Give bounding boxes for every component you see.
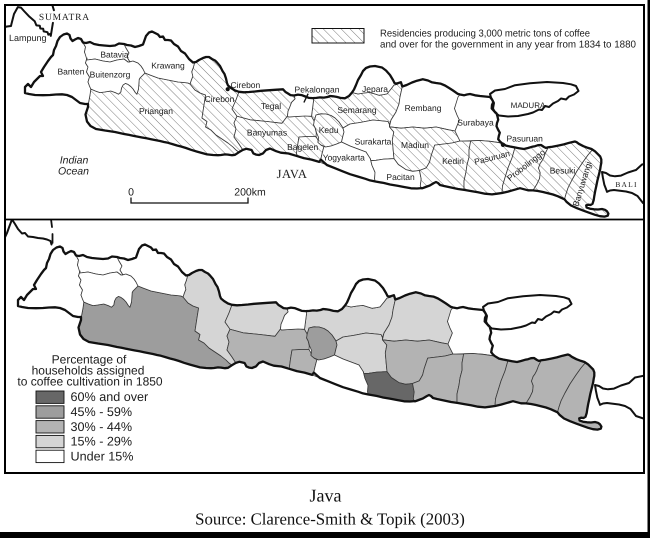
svg-text:Madiun: Madiun: [401, 140, 429, 150]
svg-text:Ocean: Ocean: [58, 166, 89, 178]
svg-text:Under 15%: Under 15%: [71, 449, 134, 463]
svg-text:Pasuruan: Pasuruan: [507, 134, 544, 144]
svg-text:45% - 59%: 45% - 59%: [71, 405, 133, 419]
svg-text:Besuki: Besuki: [550, 166, 576, 176]
svg-text:15% - 29%: 15% - 29%: [71, 435, 133, 449]
svg-text:Java: Java: [310, 486, 342, 506]
svg-text:Indian: Indian: [60, 155, 89, 167]
svg-text:households assigned: households assigned: [32, 364, 145, 378]
svg-text:Priangan: Priangan: [139, 106, 173, 116]
svg-text:Buitenzorg: Buitenzorg: [90, 69, 131, 79]
svg-text:30% - 44%: 30% - 44%: [71, 420, 133, 434]
svg-text:Semarang: Semarang: [337, 105, 376, 115]
svg-text:Tegal: Tegal: [261, 101, 281, 111]
svg-text:Cirebon: Cirebon: [231, 80, 261, 90]
svg-text:Banten: Banten: [58, 67, 85, 77]
svg-text:Cirebon: Cirebon: [205, 94, 235, 104]
svg-text:Pekalongan: Pekalongan: [295, 84, 340, 94]
svg-text:200km: 200km: [234, 187, 266, 199]
svg-text:to coffee cultivation in 1850: to coffee cultivation in 1850: [17, 375, 163, 389]
svg-text:Percentage of: Percentage of: [52, 353, 127, 367]
svg-text:Kediri: Kediri: [442, 156, 464, 166]
svg-text:Lampung: Lampung: [9, 33, 47, 43]
svg-text:Surabaya: Surabaya: [457, 118, 494, 128]
svg-text:Pacitan: Pacitan: [386, 172, 415, 182]
svg-text:60% and over: 60% and over: [71, 390, 149, 404]
svg-text:Banyumas: Banyumas: [247, 127, 287, 137]
svg-text:Yogyakarta: Yogyakarta: [323, 152, 365, 162]
svg-text:Batavia: Batavia: [100, 50, 129, 60]
svg-text:Surakarta: Surakarta: [355, 136, 392, 146]
svg-text:BALI: BALI: [615, 180, 637, 189]
svg-text:Jepara: Jepara: [362, 84, 388, 94]
svg-text:SUMATRA: SUMATRA: [39, 13, 90, 23]
svg-text:Bagelen: Bagelen: [287, 142, 318, 152]
svg-text:Source: Clarence-Smith & Topik: Source: Clarence-Smith & Topik (2003): [195, 510, 465, 529]
svg-text:and over for the government in: and over for the government in any year …: [380, 40, 636, 51]
svg-text:Kedu: Kedu: [319, 125, 339, 135]
svg-text:Krawang: Krawang: [151, 61, 185, 71]
svg-text:0: 0: [128, 187, 134, 199]
svg-text:JAVA: JAVA: [277, 167, 308, 181]
svg-text:MADURA: MADURA: [511, 101, 546, 110]
svg-text:Rembang: Rembang: [405, 103, 442, 113]
svg-text:Residencies producing 3,000 me: Residencies producing 3,000 metric tons …: [380, 29, 590, 40]
